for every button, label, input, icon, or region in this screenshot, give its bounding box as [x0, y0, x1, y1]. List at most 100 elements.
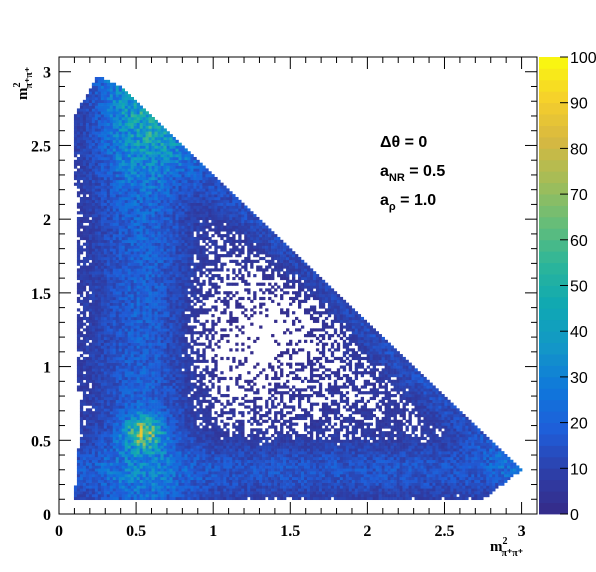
heatmap-cell	[109, 368, 114, 372]
heatmap-cell	[85, 165, 90, 169]
heatmap-cell	[97, 248, 102, 252]
heatmap-cell	[88, 442, 93, 446]
heatmap-cell	[175, 359, 179, 363]
heatmap-cell	[88, 159, 93, 163]
heatmap-cell	[91, 368, 96, 372]
heatmap-cell	[160, 291, 164, 295]
heatmap-cell	[82, 259, 87, 263]
heatmap-cell	[160, 374, 164, 378]
heatmap-cell	[94, 462, 99, 466]
heatmap-cell	[109, 131, 114, 135]
heatmap-cell	[103, 222, 108, 226]
heatmap-cell	[172, 185, 176, 189]
heatmap-cell	[88, 279, 93, 283]
heatmap-cell	[172, 345, 176, 349]
heatmap-cell	[100, 491, 105, 495]
heatmap-cell	[169, 451, 173, 455]
heatmap-cell	[163, 396, 167, 401]
heatmap-cell	[139, 256, 143, 261]
heatmap-cell	[124, 334, 129, 338]
heatmap-cell	[163, 291, 167, 295]
heatmap-cell	[121, 371, 126, 375]
heatmap-cell	[85, 331, 90, 335]
heatmap-cell	[169, 339, 173, 343]
heatmap-cell	[178, 228, 182, 232]
heatmap-cell	[106, 208, 111, 212]
heatmap-cell	[178, 185, 182, 189]
heatmap-cell	[88, 331, 93, 335]
heatmap-cell	[139, 208, 143, 212]
heatmap-cell	[79, 322, 84, 326]
heatmap-cell	[106, 85, 111, 89]
heatmap-cell	[94, 76, 99, 81]
heatmap-cell	[88, 319, 93, 323]
heatmap-cell	[148, 131, 152, 135]
heatmap-cell	[181, 294, 185, 298]
heatmap-cell	[112, 288, 117, 292]
heatmap-cell	[136, 151, 140, 155]
heatmap-cell	[109, 371, 114, 375]
heatmap-cell	[148, 285, 152, 289]
heatmap-cell	[112, 208, 117, 212]
heatmap-cell	[118, 136, 123, 141]
heatmap-cell	[109, 285, 114, 289]
heatmap-cell	[160, 125, 164, 129]
heatmap-cell	[109, 374, 114, 378]
heatmap-cell	[97, 271, 102, 275]
heatmap-cell	[169, 362, 173, 366]
heatmap-cell	[82, 119, 87, 123]
heatmap-cell	[109, 268, 114, 272]
heatmap-cell	[106, 222, 111, 226]
heatmap-cell	[166, 419, 170, 423]
heatmap-cell	[97, 194, 102, 198]
heatmap-cell	[100, 296, 105, 301]
heatmap-cell	[124, 111, 129, 115]
heatmap-cell	[133, 494, 137, 498]
heatmap-cell	[181, 251, 185, 255]
heatmap-cell	[94, 145, 99, 149]
heatmap-cell	[172, 234, 176, 238]
heatmap-cell	[166, 362, 170, 366]
heatmap-cell	[154, 236, 158, 241]
heatmap-cell	[79, 128, 84, 132]
heatmap-cell	[130, 99, 134, 103]
heatmap-cell	[109, 171, 114, 175]
heatmap-cell	[106, 428, 111, 432]
heatmap-cell	[91, 425, 96, 429]
heatmap-cell	[139, 136, 143, 141]
heatmap-cell	[85, 456, 90, 461]
heatmap-cell	[181, 291, 185, 295]
heatmap-cell	[154, 376, 158, 381]
heatmap-cell	[151, 228, 155, 232]
heatmap-cell	[97, 254, 102, 258]
heatmap-cell	[169, 351, 173, 355]
heatmap-cell	[106, 342, 111, 346]
heatmap-cell	[127, 328, 131, 332]
heatmap-cell	[124, 271, 129, 275]
heatmap-cell	[97, 311, 102, 315]
heatmap-cells	[73, 76, 523, 501]
heatmap-cell	[142, 328, 146, 332]
heatmap-cell	[112, 131, 117, 135]
heatmap-cell	[151, 214, 155, 218]
heatmap-cell	[94, 376, 99, 381]
heatmap-cell	[148, 431, 152, 435]
heatmap-cell	[181, 394, 185, 398]
heatmap-cell	[163, 302, 167, 306]
heatmap-cell	[151, 202, 155, 206]
heatmap-cell	[85, 385, 90, 389]
heatmap-cell	[100, 305, 105, 309]
heatmap-cell	[133, 471, 137, 475]
heatmap-cell	[178, 396, 182, 401]
heatmap-cell	[115, 139, 120, 143]
heatmap-cell	[79, 474, 84, 478]
heatmap-cell	[130, 362, 134, 366]
heatmap-cell	[163, 416, 167, 421]
heatmap-cell	[154, 271, 158, 275]
heatmap-cell	[124, 436, 129, 441]
heatmap-cell	[91, 274, 96, 278]
heatmap-cell	[103, 79, 108, 84]
heatmap-cell	[109, 434, 114, 438]
heatmap-cell	[151, 211, 155, 215]
heatmap-cell	[79, 359, 84, 363]
